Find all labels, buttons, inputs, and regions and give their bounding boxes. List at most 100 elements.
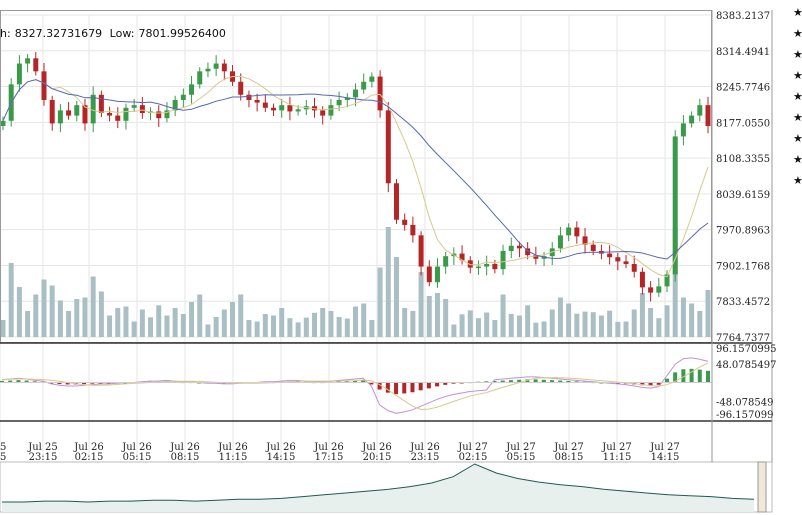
- time-tick-day: Jul 26: [361, 442, 392, 453]
- volume-bar: [49, 285, 55, 337]
- volume-bar: [197, 294, 203, 337]
- macd-panel: [0, 357, 712, 414]
- time-tick-time: 17:15: [315, 452, 344, 463]
- volume-bar: [434, 293, 440, 337]
- candle-body: [213, 63, 219, 69]
- candle-body: [254, 99, 260, 103]
- candle-body: [410, 224, 416, 236]
- candle-body: [205, 68, 211, 72]
- candle-body: [361, 81, 367, 90]
- volume-bar: [615, 321, 621, 337]
- star-icon[interactable]: ★: [793, 6, 802, 19]
- volume-bar: [607, 310, 613, 337]
- volume-bar: [467, 310, 473, 337]
- candle-body: [25, 58, 31, 64]
- macd-histogram-bar: [492, 380, 497, 383]
- time-tick-time: 02:15: [459, 452, 488, 463]
- volume-bar: [287, 318, 293, 337]
- candle-body: [516, 245, 522, 249]
- volume-bar: [590, 312, 596, 337]
- moving-average-fast-line: [2, 76, 709, 278]
- star-icon[interactable]: ★: [793, 48, 802, 61]
- time-tick-day: Jul 27: [553, 442, 584, 453]
- time-tick-time: 23:15: [411, 452, 440, 463]
- volume-bar: [238, 294, 244, 337]
- candle-body: [98, 94, 104, 113]
- macd-histogram-bar: [394, 382, 399, 395]
- macd-tick-label: 96.1570995: [716, 344, 776, 355]
- candle-body: [49, 99, 55, 124]
- low-value: 7801.99526400: [138, 27, 226, 40]
- candle-body: [508, 245, 514, 251]
- candle-body: [74, 105, 80, 116]
- time-tick-day: Jul 26: [265, 442, 296, 453]
- navigator-panel[interactable]: [0, 461, 773, 513]
- star-icon[interactable]: ★: [793, 132, 802, 145]
- time-tick-time: 05:15: [507, 452, 536, 463]
- macd-line: [1, 357, 709, 414]
- candle-body: [33, 58, 39, 72]
- volume-bar: [459, 314, 465, 337]
- star-icon[interactable]: ★: [793, 174, 802, 187]
- macd-histogram-bar: [525, 379, 530, 383]
- macd-histogram-bar: [558, 380, 563, 383]
- macd-histogram-bar: [402, 382, 407, 394]
- star-icon[interactable]: ★: [793, 27, 802, 40]
- volume-bar: [705, 290, 711, 337]
- candle-body: [689, 115, 695, 124]
- candle-body: [107, 112, 113, 116]
- candle-body: [500, 250, 506, 270]
- price-axis: 8383.2137 8314.4941 8245.7746 8177.0550 8108…: [716, 11, 770, 344]
- volume-bar: [648, 308, 654, 337]
- candle-body: [238, 81, 244, 95]
- volume-bar: [377, 267, 383, 337]
- signal-line: [1, 362, 709, 410]
- candle-body: [705, 105, 711, 127]
- time-tick-time: 14:15: [267, 452, 296, 463]
- candle-body: [475, 266, 481, 269]
- time-tick-time: 15: [0, 452, 6, 463]
- time-tick-day: Jul 26: [169, 442, 200, 453]
- panel-frames: [0, 10, 773, 462]
- macd-histogram-bar: [640, 382, 645, 386]
- macd-tick-label: -48.078549: [716, 397, 773, 408]
- low-label: Low:: [109, 27, 135, 40]
- volume-bar: [221, 309, 227, 337]
- candle-body: [246, 94, 252, 100]
- volume-bar: [25, 311, 31, 337]
- volume-bar: [393, 257, 399, 337]
- macd-histogram-bar: [82, 382, 87, 385]
- right-sidebar: ★ ★ ★ ★ ★ ★ ★ ★ ★: [793, 0, 802, 515]
- candle-body: [664, 274, 670, 287]
- time-tick-day: Jul 27: [649, 442, 680, 453]
- macd-tick-label: -96.157099: [716, 410, 773, 421]
- candle-body: [197, 71, 203, 85]
- star-icon[interactable]: ★: [793, 69, 802, 82]
- price-tick-label: 7833.4572: [716, 297, 770, 308]
- time-tick-day: Jul 26: [217, 442, 248, 453]
- candle-body: [90, 94, 96, 124]
- volume-bar: [353, 306, 358, 337]
- volume-bar: [205, 324, 211, 337]
- price-tick-label: 8383.2137: [716, 11, 770, 22]
- star-icon[interactable]: ★: [793, 153, 802, 166]
- volume-bar: [303, 317, 309, 337]
- candle-body: [615, 257, 621, 262]
- volume-bar: [689, 303, 695, 337]
- time-tick-day: Jul 26: [409, 442, 440, 453]
- candle-body: [66, 110, 72, 116]
- candle-body: [353, 89, 358, 98]
- star-icon[interactable]: ★: [793, 90, 802, 103]
- star-icon[interactable]: ★: [793, 111, 802, 124]
- volume-bar: [320, 308, 326, 337]
- candle-body: [484, 263, 490, 267]
- time-tick-day: Jul 26: [313, 442, 344, 453]
- volume-bar: [533, 322, 539, 337]
- volume-bar: [189, 302, 195, 337]
- candle-body: [590, 244, 596, 251]
- price-tick-label: 8245.7746: [716, 83, 770, 94]
- candle-body: [41, 71, 47, 100]
- volume-bar: [639, 293, 645, 337]
- volume-bar: [566, 303, 572, 337]
